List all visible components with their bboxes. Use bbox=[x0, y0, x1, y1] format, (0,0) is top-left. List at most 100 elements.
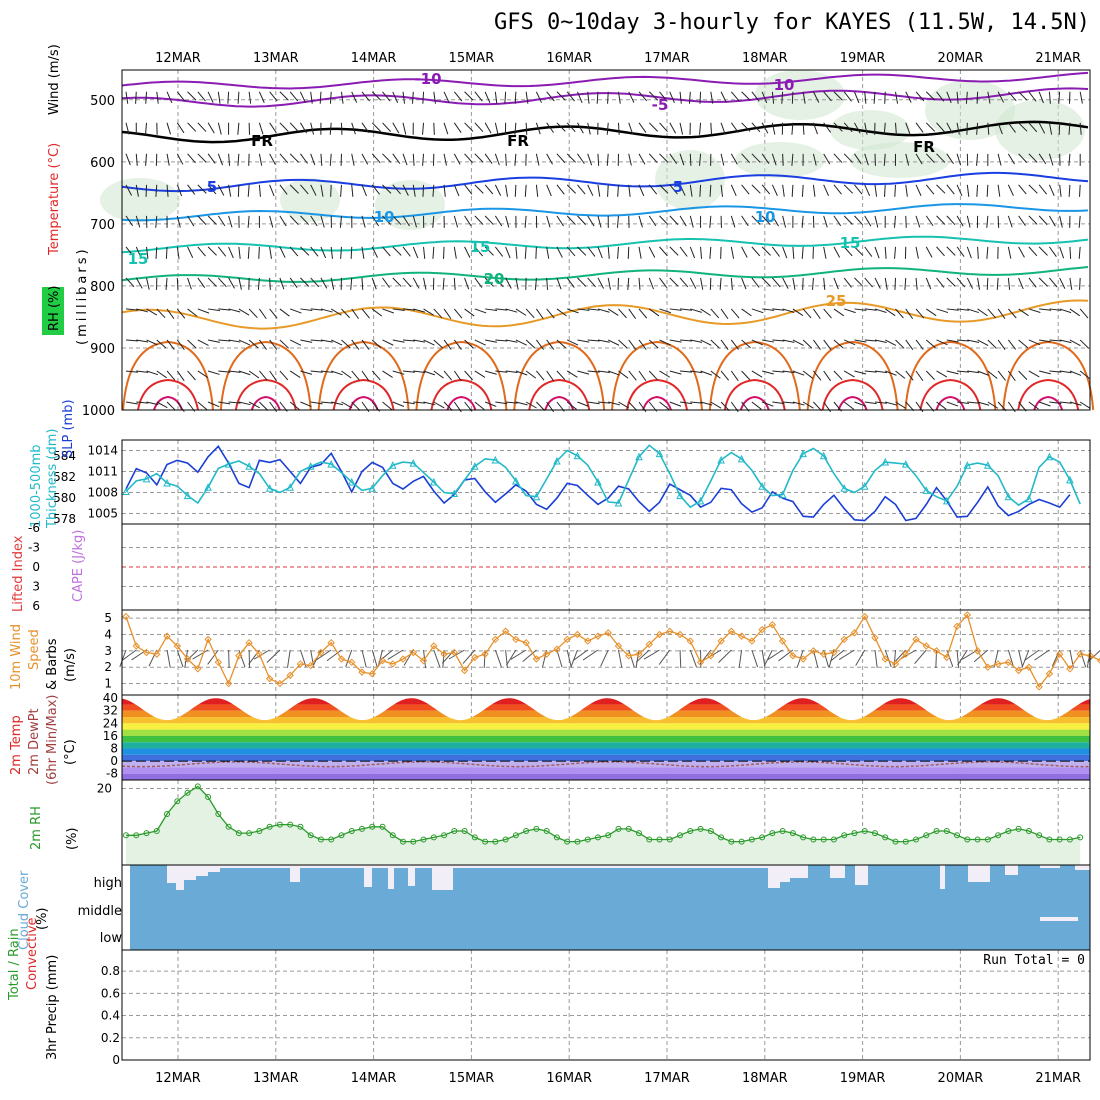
wind-barb bbox=[925, 308, 937, 317]
wind-barb bbox=[617, 91, 621, 104]
wind-barb bbox=[577, 184, 586, 195]
wind-barb bbox=[1079, 184, 1081, 197]
surface-temp-contour bbox=[513, 340, 606, 411]
wind-barb bbox=[207, 370, 220, 375]
wind-barb bbox=[1007, 215, 1013, 228]
wind-barb bbox=[730, 184, 737, 197]
wind-barb bbox=[187, 246, 194, 258]
wind-barb bbox=[607, 184, 609, 197]
wind-barb bbox=[659, 246, 668, 257]
wind10m-barb bbox=[1024, 649, 1040, 661]
wind-barb bbox=[1068, 184, 1071, 197]
temperature-contour bbox=[121, 120, 1089, 144]
wind-barb bbox=[833, 308, 845, 317]
rh-fill bbox=[126, 786, 1081, 865]
wind-barb bbox=[1028, 246, 1038, 257]
rh-marker bbox=[235, 830, 242, 837]
wind-barb bbox=[556, 215, 564, 227]
wind-barb bbox=[422, 91, 425, 104]
wind10m-barb bbox=[541, 649, 548, 668]
wind-barb bbox=[864, 153, 869, 166]
date-label-top: 21MAR bbox=[1035, 51, 1081, 66]
wind-barb bbox=[187, 308, 198, 317]
wind-barb bbox=[1028, 215, 1038, 225]
wind-barb bbox=[986, 277, 989, 290]
wind-barb bbox=[597, 339, 610, 343]
wind-barb bbox=[905, 339, 914, 350]
rh-marker bbox=[779, 828, 786, 834]
wind-barb bbox=[279, 215, 287, 227]
wind-barb bbox=[494, 122, 499, 135]
wind-barb bbox=[197, 215, 207, 225]
wind10m-marker bbox=[501, 627, 510, 635]
rh-marker bbox=[451, 828, 458, 834]
rh-marker bbox=[974, 836, 981, 843]
precip-tick: 0.2 bbox=[101, 1031, 120, 1045]
wind-barb bbox=[627, 277, 630, 290]
wind-barb bbox=[566, 339, 579, 346]
wind-barb bbox=[494, 246, 504, 257]
wind-barb bbox=[238, 401, 251, 406]
wind-barb bbox=[1059, 246, 1065, 259]
wind-barb bbox=[453, 246, 457, 259]
wind-barb bbox=[894, 246, 896, 259]
wind-barb bbox=[443, 401, 453, 411]
wind-barb bbox=[207, 122, 215, 134]
wind-barb bbox=[402, 308, 416, 311]
wind-barb bbox=[761, 91, 768, 104]
wind10m-barb bbox=[505, 649, 517, 666]
wind10m-barb bbox=[679, 649, 682, 669]
wind10m-marker bbox=[358, 668, 366, 676]
temp-band bbox=[122, 754, 1090, 762]
slp-tick: 1014 bbox=[87, 444, 118, 458]
wind-barb bbox=[669, 184, 678, 195]
upper-label-mb: (millibars) bbox=[75, 246, 90, 345]
wind-barb bbox=[607, 246, 610, 259]
wind-barb bbox=[587, 153, 593, 166]
wind-barb bbox=[792, 246, 795, 259]
wind-barb bbox=[874, 277, 881, 289]
wind-barb bbox=[730, 339, 739, 350]
rh-marker bbox=[656, 836, 663, 843]
wind-barb bbox=[238, 339, 250, 346]
wind-barb bbox=[289, 184, 299, 194]
wind-barb bbox=[207, 401, 220, 408]
wind-barb bbox=[330, 308, 342, 316]
wind-barb bbox=[730, 91, 740, 102]
wind-barb bbox=[329, 91, 332, 104]
wind-barb bbox=[761, 277, 771, 287]
wind10m-marker bbox=[378, 656, 387, 665]
wind-barb bbox=[207, 153, 216, 164]
wind-barb bbox=[843, 122, 853, 133]
wind-barb bbox=[371, 308, 383, 317]
rh-marker bbox=[861, 828, 868, 834]
rh-marker bbox=[1005, 828, 1012, 834]
label-precip: 3hr Precip (mm) bbox=[45, 955, 60, 1060]
pressure-tick: 600 bbox=[90, 156, 115, 171]
wind-barb bbox=[238, 246, 241, 259]
wind-barb bbox=[915, 339, 924, 350]
wind-barb bbox=[966, 277, 974, 289]
surface-temp-contour bbox=[919, 378, 982, 411]
wind-barb bbox=[699, 91, 702, 104]
rh-marker bbox=[1056, 836, 1063, 843]
wind-barb bbox=[433, 122, 435, 135]
wind-barb bbox=[442, 277, 445, 290]
wind-barb bbox=[986, 246, 989, 259]
wind-barb bbox=[412, 215, 417, 228]
temp-tick: 40 bbox=[103, 691, 118, 705]
wind-barb bbox=[300, 246, 310, 256]
thickness-marker bbox=[655, 449, 664, 458]
wind-barb bbox=[474, 122, 484, 133]
wind-barb bbox=[782, 370, 795, 374]
wind-barb bbox=[977, 308, 988, 317]
wind10m-marker bbox=[491, 635, 500, 644]
wind10m-marker bbox=[471, 653, 479, 662]
wind-barb bbox=[1039, 339, 1052, 343]
thickness-marker bbox=[409, 458, 418, 467]
wind-barb bbox=[895, 370, 906, 379]
wind10m-barb bbox=[829, 649, 845, 662]
wind-barb bbox=[874, 308, 887, 313]
wind10m-marker bbox=[440, 650, 448, 658]
wind-barb bbox=[577, 339, 590, 343]
